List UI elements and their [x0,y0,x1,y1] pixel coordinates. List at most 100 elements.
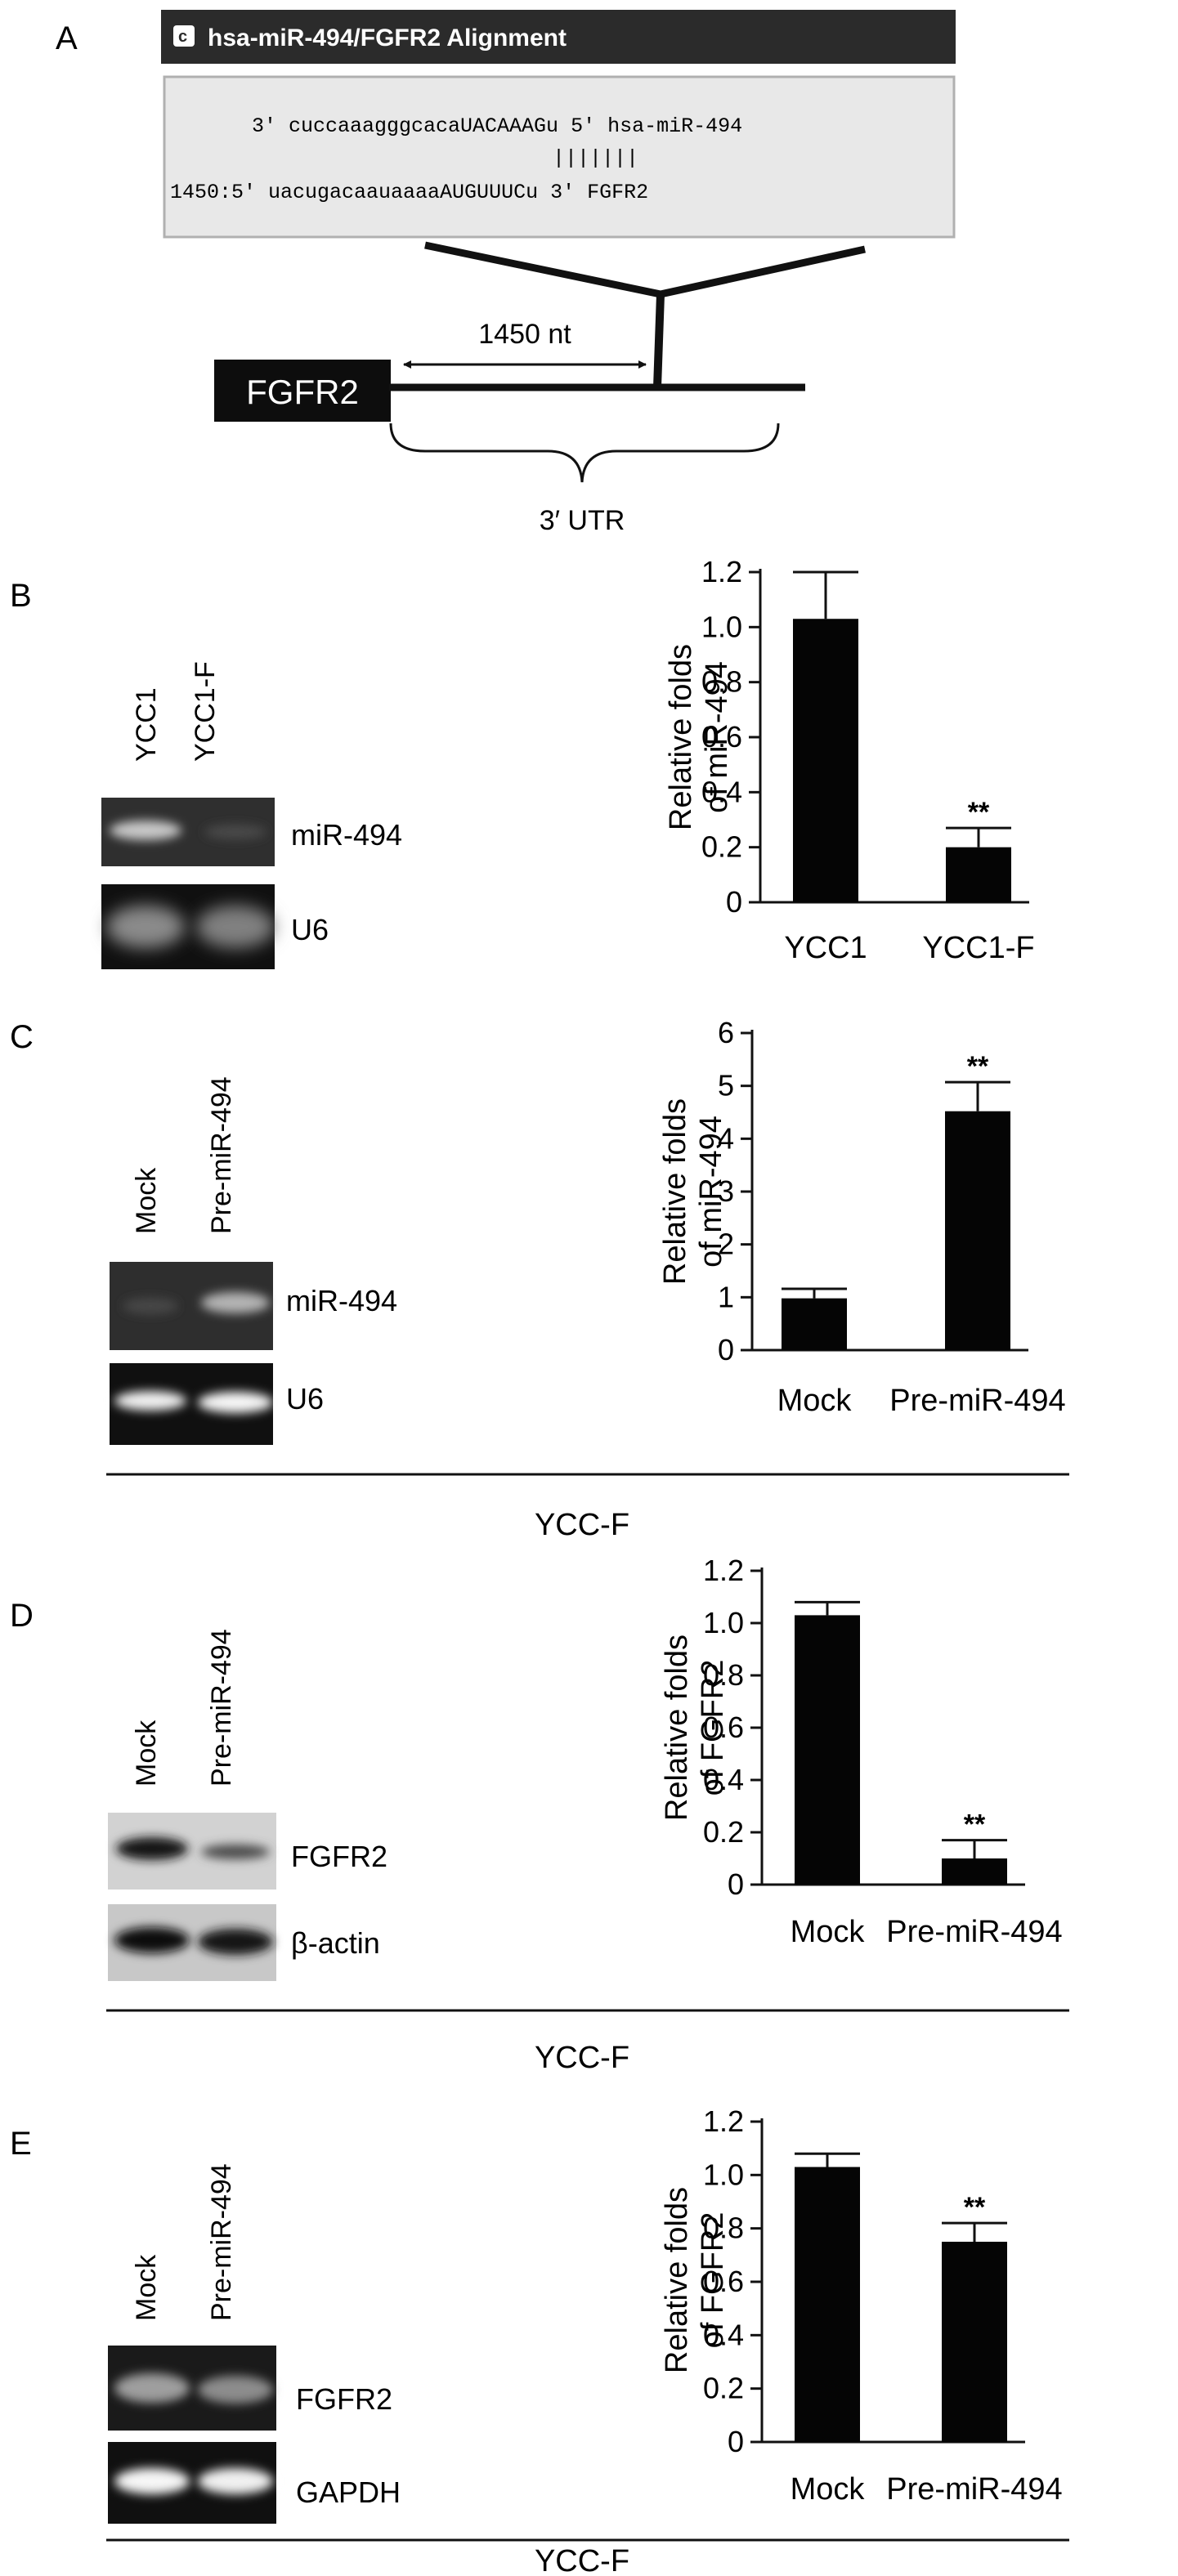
chart-e-y-label-line: Relative folds [660,2187,694,2373]
gel-b-band-mir494-lane2 [204,825,267,839]
bar-chart-e: 0 0.2 0.4 0.6 0.8 1.0 1.2 Relative foldsof FGFR… [660,2104,1063,2507]
chart-b-y-label: Relative foldsof miR-494 [664,644,734,830]
utr-brace [389,423,780,483]
panel-letter-b: B [10,578,32,614]
chart-b-tick-label: 0.6 [701,720,742,754]
gel-b-lane-label-2: YCC1-F [190,661,221,762]
gel-d-lane-label-1: Mock [131,1720,162,1787]
gel-e-band-fgfr2-lane2 [198,2376,273,2404]
gel-d-lane-label-2: Pre-miR-494 [206,1629,237,1787]
alignment-pairing-line: ||||||| [553,146,638,170]
panel-letter-d: D [10,1598,34,1634]
bar-chart-c: 0 1 2 3 4 5 6 Relative foldsof miR-494 Mock ** Pre… [658,1016,1066,1418]
chart-b-tick-label: 0.8 [701,665,742,699]
gel-c-band-mir494-lane2 [201,1292,270,1313]
binding-site-stem [653,293,665,388]
alignment-title: hsa-miR-494/FGFR2 Alignment [208,25,567,51]
gel-b: YCC1 YCC1-F miR-494 U6 [101,661,402,969]
gel-c-band-u6-lane1 [114,1391,186,1411]
gel-e-band-gapdh-lane1 [114,2468,190,2494]
chart-e-y-label: Relative foldsof FGFR2 [660,2187,730,2373]
chart-b-tick-label: 0.4 [701,775,742,808]
gel-c-band-label-2: U6 [286,1382,324,1415]
gel-d-band-label-1: FGFR2 [291,1840,387,1873]
chart-c-tick-label: 2 [718,1228,734,1261]
chart-c-bar [945,1111,1010,1350]
gel-e: Mock Pre-miR-494 FGFR2 GAPDH [108,2163,401,2524]
chart-e-bar [942,2242,1007,2442]
chart-d-tick-label: 0.2 [703,1815,744,1849]
chart-c-tick-label: 0 [718,1333,734,1366]
chart-d-y-label-line: Relative folds [660,1635,694,1821]
chart-d-tick-label: 0.8 [703,1658,744,1692]
chart-d-tick-label: 0 [728,1867,744,1901]
utr-schematic: FGFR2 1450 nt 3′ UTR [214,241,866,536]
panel-letter-a: A [56,20,78,56]
gel-d-band-actin-lane2 [198,1929,273,1955]
chart-e-y-label-line: of FGFR2 [696,2212,730,2349]
alignment-body [163,75,956,239]
chart-e-tick-label: 0.6 [703,2265,744,2298]
funnel-line-right [660,245,866,298]
cell-line-label-e: YCC-F [535,2544,629,2576]
chart-d-y-label-line: of FGFR2 [696,1660,730,1796]
gel-b-band-label-2: U6 [291,913,329,946]
chart-c-category-label: Mock [777,1384,853,1418]
chart-d-tick-label: 0.4 [703,1763,744,1796]
chart-e-category-label: Mock [791,2472,866,2507]
chart-d-category-label: Pre-miR-494 [886,1915,1062,1949]
distance-label: 1450 nt [478,319,571,350]
chart-e-bar [795,2167,860,2442]
chart-c-tick-label: 6 [718,1016,734,1049]
chart-c-y-label-line: of miR-494 [694,1116,728,1268]
chart-e-tick-label: 1.2 [703,2104,744,2138]
gel-b-band-u6-lane1 [106,906,185,948]
panel-letter-c: C [10,1019,34,1055]
gel-e-lane-label-1: Mock [131,2254,162,2321]
chart-d-tick-label: 1.0 [703,1606,744,1639]
chart-b-tick-label: 1.0 [701,610,742,643]
alignment-mirna-line: 3' cuccaaagggcacaUACAAAGu 5' hsa-miR-494 [252,114,742,138]
chart-c-y-label-line: Relative folds [658,1098,692,1285]
gene-box [214,360,391,422]
gel-d-band-fgfr2-lane1 [116,1837,188,1860]
chart-b-bar [793,619,858,902]
chart-b-tick-label: 0.2 [701,830,742,864]
chart-c-y-label: Relative foldsof miR-494 [658,1098,728,1285]
alignment-title-icon-glyph: c [178,28,187,46]
panel-letter-e: E [10,2126,32,2162]
chart-b-bar [946,847,1011,902]
gel-c-band-label-1: miR-494 [286,1284,397,1317]
gel-b-band-label-1: miR-494 [291,818,402,852]
funnel-line-left [424,241,661,298]
alignment-title-bar [161,10,956,64]
chart-d-tick-label: 0.6 [703,1711,744,1744]
gel-c-lane-label-1: Mock [131,1167,162,1234]
chart-c-tick-label: 4 [718,1121,734,1155]
chart-d-category-label: Mock [791,1915,866,1949]
alignment-title-icon [173,25,195,47]
chart-e-tick-label: 0 [728,2425,744,2458]
chart-d-bar [795,1615,860,1885]
chart-b-category-label: YCC1 [784,931,867,965]
chart-b-tick-label: 0 [726,885,742,919]
utr-label: 3′ UTR [540,505,625,536]
chart-d-y-label: Relative foldsof FGFR2 [660,1635,730,1821]
chart-e-category-label: Pre-miR-494 [886,2472,1062,2507]
chart-e-tick-label: 0.4 [703,2318,744,2351]
gel-b-band-u6-lane2 [196,906,275,948]
chart-b-significance-mark: ** [968,797,990,828]
chart-c-bar [782,1298,847,1350]
gel-e-band-label-2: GAPDH [296,2475,401,2509]
chart-d-bar [942,1858,1007,1885]
gel-e-band-label-1: FGFR2 [296,2382,392,2416]
gel-d-band-label-2: β-actin [291,1926,380,1960]
gel-b-lane-label-1: YCC1 [131,687,162,762]
gel-b-band-mir494-lane1 [110,821,181,840]
chart-c-tick-label: 3 [718,1174,734,1208]
bar-chart-d: 0 0.2 0.4 0.6 0.8 1.0 1.2 Relative foldsof FGFR… [660,1554,1063,1949]
gel-d-band-actin-lane1 [114,1927,190,1953]
cell-line-label-c: YCC-F [535,1508,629,1542]
chart-b-category-label: YCC1-F [922,931,1034,965]
chart-e-tick-label: 1.0 [703,2158,744,2191]
